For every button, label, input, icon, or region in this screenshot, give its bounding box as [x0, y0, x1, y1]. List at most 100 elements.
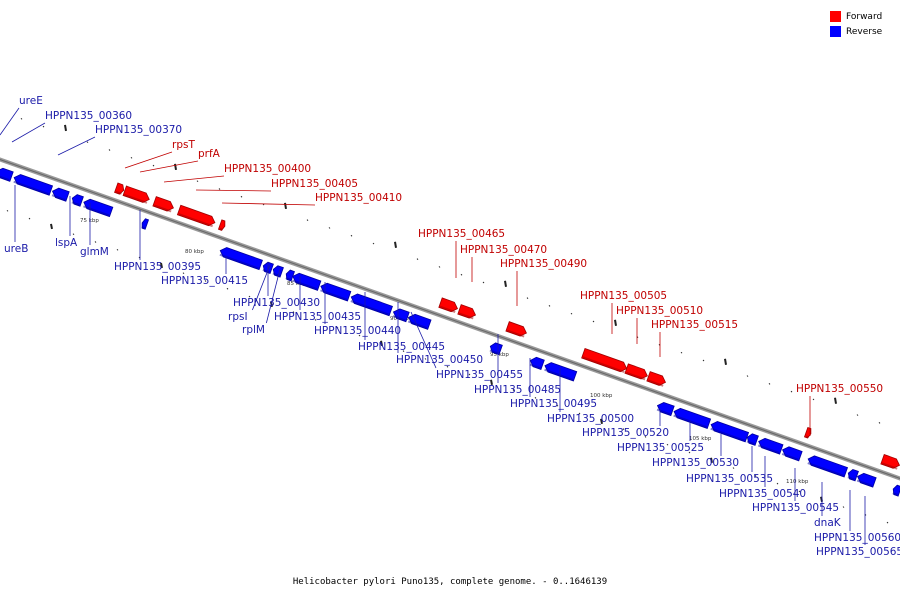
- forward-leader-line: [221, 202, 316, 206]
- tick-mark-upper: [394, 241, 397, 249]
- scale-label: 85 kbp: [287, 281, 306, 287]
- reverse-gene-24: [807, 455, 849, 478]
- reverse-gene-10: [292, 272, 322, 291]
- forward-swatch: [830, 11, 841, 22]
- tick-mark-upper: [42, 125, 45, 128]
- tick-mark-lower: [622, 428, 625, 430]
- forward-gene-0: [114, 182, 125, 195]
- tick-mark-upper: [768, 383, 771, 385]
- tick-mark-lower: [72, 233, 75, 236]
- tick-mark-upper: [328, 227, 331, 229]
- tick-mark-upper: [746, 375, 749, 377]
- scale-label: 80 kbp: [185, 249, 204, 255]
- tick-mark-lower: [402, 350, 405, 352]
- legend: Forward Reverse: [830, 9, 890, 39]
- forward-gene-label: HPPN135_00510: [616, 305, 703, 317]
- forward-gene-2: [152, 196, 174, 213]
- tick-mark-lower: [226, 287, 229, 290]
- reverse-gene-11: [320, 282, 352, 302]
- tick-mark-lower: [666, 443, 669, 446]
- gene-features: [0, 167, 900, 497]
- forward-gene-label: prfA: [198, 148, 221, 160]
- forward-gene-8: [581, 348, 628, 373]
- tick-mark-upper: [20, 117, 23, 120]
- forward-gene-11: [803, 426, 812, 439]
- reverse-gene-0: [0, 167, 14, 182]
- tick-mark-upper: [64, 124, 67, 132]
- tick-mark-upper: [570, 312, 573, 315]
- forward-leader-line: [139, 160, 199, 173]
- forward-gene-label: HPPN135_00515: [651, 319, 738, 331]
- reverse-leader-line: [266, 268, 281, 324]
- tick-mark-upper: [856, 414, 859, 416]
- reverse-gene-2: [51, 187, 70, 202]
- scale-label: 105 kbp: [689, 436, 712, 442]
- tick-mark-upper: [526, 297, 529, 299]
- reverse-gene-4: [83, 198, 114, 218]
- forward-leader-line: [163, 175, 225, 183]
- forward-gene-1: [122, 185, 150, 204]
- tick-mark-upper: [196, 180, 199, 183]
- reverse-gene-label: HPPN135_00435: [274, 311, 361, 323]
- legend-reverse: Reverse: [830, 24, 890, 39]
- tick-mark-upper: [702, 359, 705, 362]
- tick-mark-upper: [614, 319, 617, 326]
- tick-mark-lower: [732, 467, 735, 469]
- tick-mark-upper: [834, 397, 837, 404]
- tick-mark-lower: [512, 389, 515, 391]
- scale-label: 100 kbp: [590, 393, 613, 399]
- reverse-leader-line: [410, 311, 437, 369]
- forward-gene-label: rpsT: [172, 139, 195, 151]
- reverse-gene-label: HPPN135_00395: [114, 261, 201, 273]
- forward-gene-label: HPPN135_00505: [580, 290, 667, 302]
- tick-mark-upper: [592, 320, 595, 323]
- legend-forward-label: Forward: [846, 11, 883, 22]
- tick-mark-upper: [790, 390, 793, 393]
- backbone-core: [0, 159, 900, 479]
- tick-mark-lower: [358, 334, 361, 337]
- forward-gene-7: [505, 321, 527, 338]
- tick-mark-lower: [28, 217, 31, 220]
- tick-mark-upper: [108, 149, 111, 151]
- tick-mark-upper: [504, 280, 507, 287]
- reverse-leader-line: [57, 136, 96, 156]
- reverse-gene-14: [407, 313, 432, 330]
- tick-mark-lower: [292, 311, 295, 314]
- scale-label: 110 kbp: [786, 479, 809, 485]
- tick-mark-lower: [534, 397, 537, 399]
- reverse-gene-label: ureE: [19, 95, 43, 107]
- reverse-leader-line: [252, 264, 271, 311]
- tick-mark-lower: [6, 209, 9, 212]
- tick-mark-upper: [152, 164, 155, 167]
- tick-mark-lower: [182, 272, 185, 275]
- tick-mark-lower: [248, 295, 251, 298]
- reverse-gene-label: HPPN135_00445: [358, 341, 445, 353]
- tick-mark-lower: [600, 418, 603, 424]
- reverse-gene-label: glmM: [80, 246, 109, 258]
- tick-mark-lower: [688, 451, 691, 454]
- reverse-gene-label: HPPN135_00530: [652, 457, 739, 469]
- reverse-gene-label: ureB: [4, 243, 28, 255]
- tick-mark-upper: [416, 258, 419, 260]
- reverse-gene-9: [285, 269, 295, 282]
- reverse-gene-label: lspA: [55, 237, 78, 249]
- reverse-gene-label: HPPN135_00535: [686, 473, 773, 485]
- tick-mark-lower: [644, 436, 647, 438]
- reverse-gene-label: HPPN135_00560: [814, 532, 900, 544]
- tick-mark-lower: [754, 475, 757, 477]
- tick-mark-upper: [724, 358, 727, 365]
- tick-mark-upper: [680, 351, 683, 354]
- reverse-gene-label: HPPN135_00450: [396, 354, 483, 366]
- reverse-gene-12: [350, 293, 393, 317]
- tick-mark-upper: [130, 156, 133, 159]
- reverse-gene-label: HPPN135_00455: [436, 369, 523, 381]
- reverse-gene-20: [710, 421, 750, 443]
- caption: Helicobacter pylori Puno135, complete ge…: [292, 577, 608, 587]
- tick-mark-lower: [578, 412, 581, 415]
- reverse-gene-label: HPPN135_00540: [719, 488, 806, 500]
- tick-mark-upper: [438, 266, 441, 268]
- reverse-gene-label: HPPN135_00415: [161, 275, 248, 287]
- tick-mark-lower: [94, 241, 97, 243]
- reverse-gene-label: HPPN135_00485: [474, 384, 561, 396]
